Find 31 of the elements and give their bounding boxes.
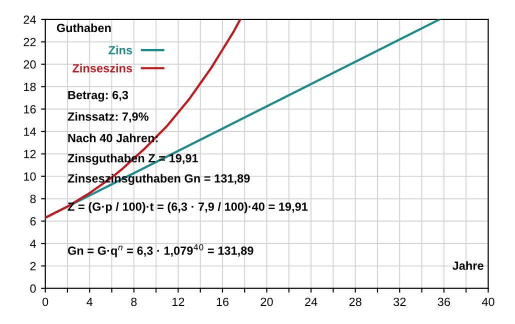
y-tick-label: 16 bbox=[24, 105, 36, 114]
x-tick-label: 24 bbox=[305, 298, 318, 306]
y-tick-label: 10 bbox=[24, 172, 36, 181]
x-tick-label: 16 bbox=[216, 298, 229, 306]
y-tick-label: 20 bbox=[24, 60, 36, 69]
y-tick-label: 2 bbox=[30, 262, 36, 270]
x-tick-label: 0 bbox=[42, 298, 48, 306]
y-tick-label: 6 bbox=[30, 217, 36, 226]
x-axis-title: Jahre bbox=[452, 261, 484, 270]
y-tick-label: 22 bbox=[24, 38, 36, 46]
y-tick-label: 24 bbox=[24, 15, 36, 24]
y-tick-label: 8 bbox=[30, 194, 36, 204]
y-axis-title: Guthaben bbox=[56, 23, 111, 32]
y-tick-label: 4 bbox=[30, 240, 36, 248]
annotation: Gn = G·q$^{n}$ = 6,3 · 1,079$^{40}$ = 131,89 bbox=[68, 244, 254, 258]
x-tick-label: 20 bbox=[260, 298, 273, 306]
x-tick-label: 32 bbox=[394, 298, 406, 306]
y-tick-label: 12 bbox=[24, 150, 36, 158]
y-tick-label: 0 bbox=[30, 284, 36, 293]
x-tick-label: 12 bbox=[172, 298, 184, 306]
legend-label: Zinseszins bbox=[72, 64, 132, 72]
annotation: Betrag: 6,3 bbox=[68, 90, 128, 102]
y-tick-label: 14 bbox=[24, 128, 36, 136]
y-tick-label: 18 bbox=[24, 82, 36, 92]
legend-label: Zins bbox=[108, 46, 132, 54]
x-tick-label: 8 bbox=[131, 298, 137, 306]
x-tick-label: 28 bbox=[349, 298, 362, 306]
x-tick-label: 4 bbox=[86, 298, 93, 306]
x-tick-label: 40 bbox=[482, 298, 494, 306]
x-tick-label: 36 bbox=[438, 298, 450, 306]
annotation: Zinssatz: 7,9% bbox=[68, 112, 149, 122]
